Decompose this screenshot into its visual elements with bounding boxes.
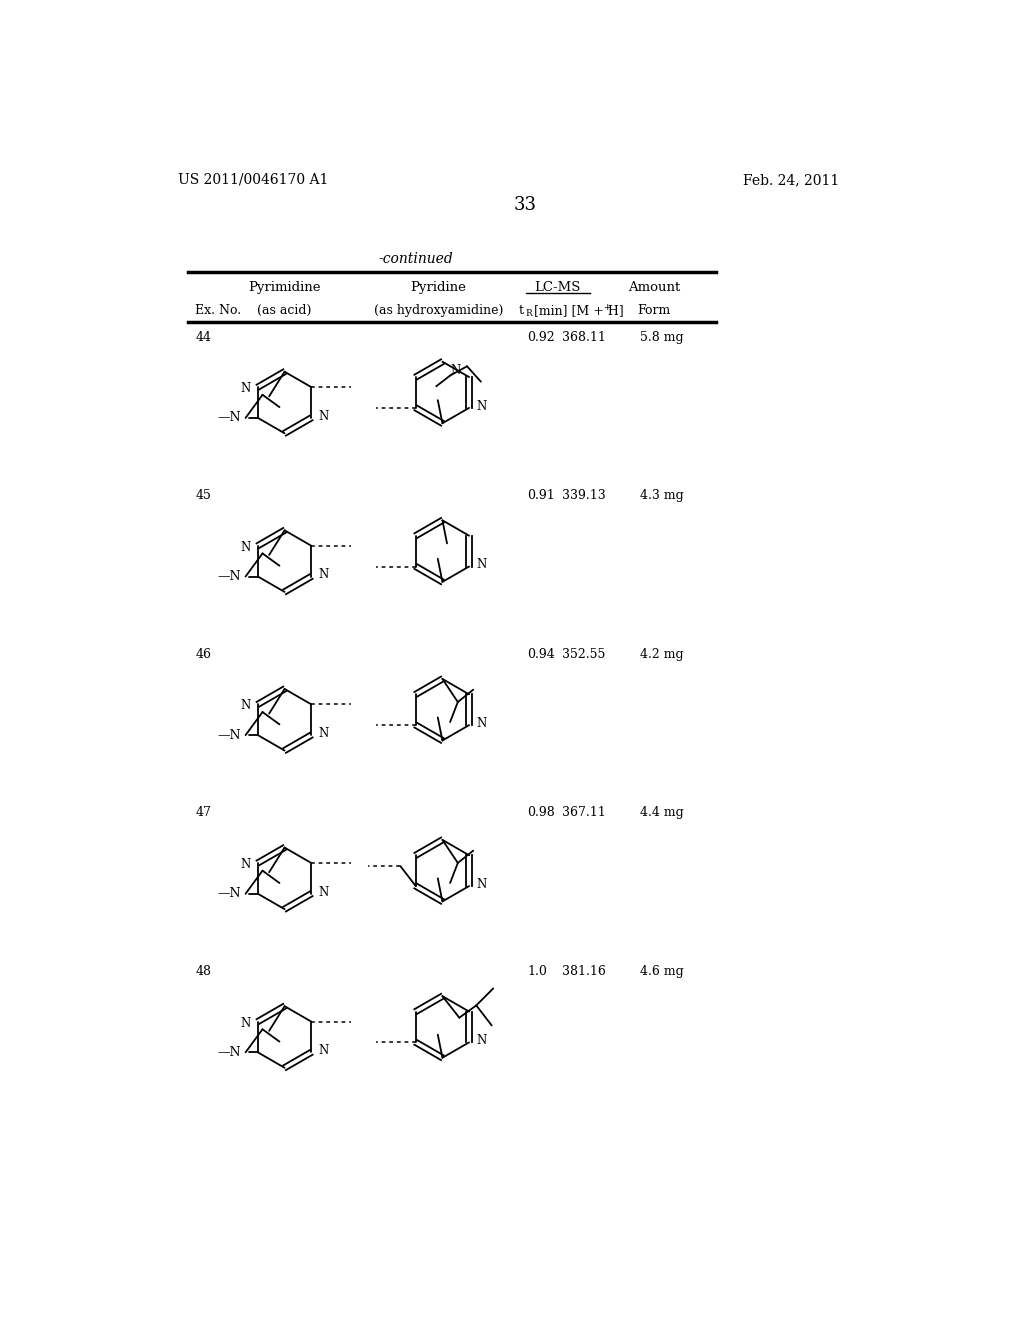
Text: 0.91: 0.91 [527, 490, 555, 502]
Text: 46: 46 [196, 648, 211, 661]
Text: N: N [241, 1016, 251, 1030]
Text: N: N [241, 381, 251, 395]
Text: 0.92: 0.92 [527, 330, 555, 343]
Text: Pyrimidine: Pyrimidine [248, 281, 321, 294]
Text: 367.11: 367.11 [562, 807, 605, 820]
Text: 47: 47 [196, 807, 211, 820]
Text: 1.0: 1.0 [527, 965, 547, 978]
Text: Pyridine: Pyridine [411, 281, 467, 294]
Text: N: N [241, 541, 251, 554]
Text: 33: 33 [513, 195, 537, 214]
Text: N: N [451, 364, 461, 378]
Text: N: N [318, 727, 329, 741]
Text: (as hydroxyamidine): (as hydroxyamidine) [374, 305, 503, 317]
Text: 0.98: 0.98 [527, 807, 555, 820]
Text: —N: —N [217, 1045, 241, 1059]
Text: -continued: -continued [378, 252, 453, 265]
Text: —N: —N [217, 887, 241, 900]
Text: (as acid): (as acid) [257, 305, 311, 317]
Text: 352.55: 352.55 [562, 648, 605, 661]
Text: Form: Form [638, 305, 671, 317]
Text: N: N [241, 858, 251, 871]
Text: 48: 48 [196, 965, 211, 978]
Text: N: N [318, 886, 329, 899]
Text: N: N [476, 558, 486, 572]
Text: 4.3 mg: 4.3 mg [640, 490, 684, 502]
Text: Amount: Amount [628, 281, 680, 294]
Text: N: N [476, 400, 486, 413]
Text: 368.11: 368.11 [562, 330, 605, 343]
Text: —N: —N [217, 412, 241, 425]
Text: t: t [518, 305, 523, 317]
Text: R: R [525, 309, 532, 318]
Text: 5.8 mg: 5.8 mg [640, 330, 684, 343]
Text: 381.16: 381.16 [562, 965, 605, 978]
Text: N: N [476, 717, 486, 730]
Text: +: + [603, 304, 611, 313]
Text: [min] [M + H]: [min] [M + H] [530, 305, 624, 317]
Text: —N: —N [217, 729, 241, 742]
Text: N: N [318, 569, 329, 582]
Text: —N: —N [217, 570, 241, 583]
Text: N: N [476, 1035, 486, 1047]
Text: N: N [318, 1044, 329, 1057]
Text: N: N [318, 409, 329, 422]
Text: US 2011/0046170 A1: US 2011/0046170 A1 [178, 173, 329, 187]
Text: 4.2 mg: 4.2 mg [640, 648, 684, 661]
Text: 44: 44 [196, 330, 211, 343]
Text: Feb. 24, 2011: Feb. 24, 2011 [742, 173, 839, 187]
Text: 4.6 mg: 4.6 mg [640, 965, 684, 978]
Text: 0.94: 0.94 [527, 648, 555, 661]
Text: Ex. No.: Ex. No. [196, 305, 242, 317]
Text: LC-MS: LC-MS [535, 281, 581, 294]
Text: N: N [241, 700, 251, 713]
Text: 45: 45 [196, 490, 211, 502]
Text: 339.13: 339.13 [562, 490, 605, 502]
Text: N: N [476, 878, 486, 891]
Text: 4.4 mg: 4.4 mg [640, 807, 684, 820]
